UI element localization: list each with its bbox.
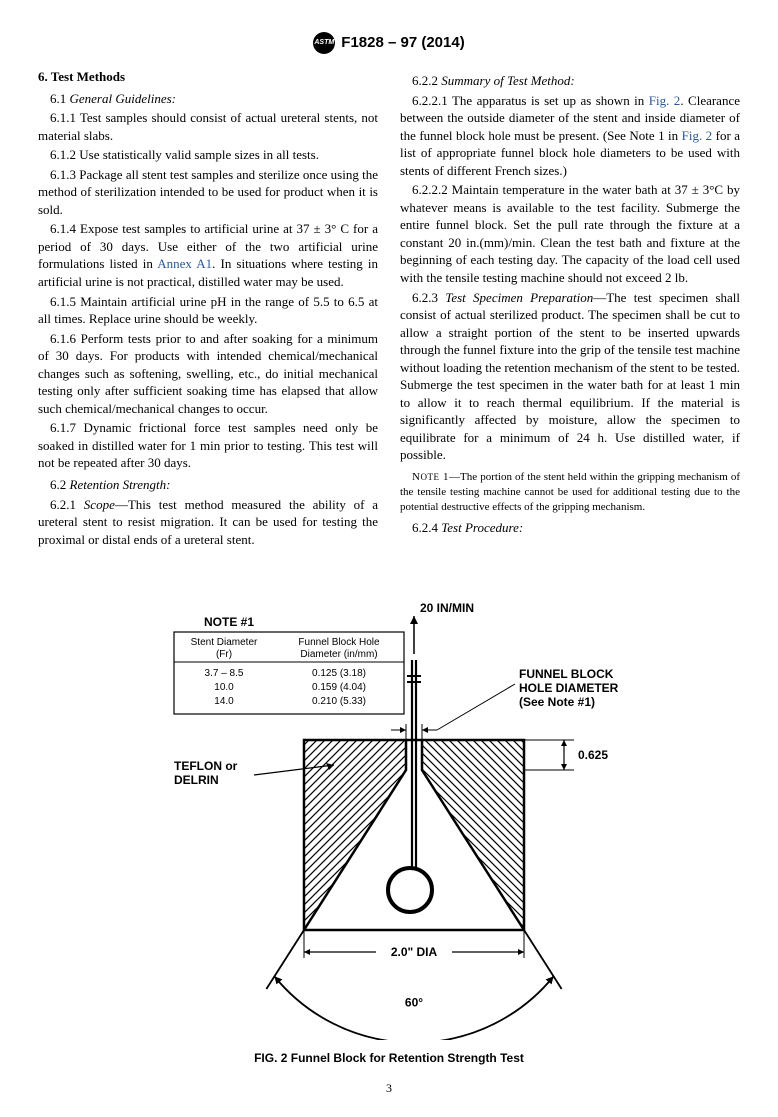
p617: 6.1.7 Dynamic frictional force test samp… <box>38 419 378 472</box>
svg-text:0.159 (4.04): 0.159 (4.04) <box>312 682 366 693</box>
designation: F1828 – 97 (2014) <box>341 33 464 53</box>
right-column: 6.2.2 Summary of Test Method: 6.2.2.1 Th… <box>400 68 740 550</box>
note1: NOTE 1—The portion of the stent held wit… <box>400 470 740 515</box>
fig2-link-2[interactable]: Fig. 2 <box>682 128 713 143</box>
svg-text:0.125 (3.18): 0.125 (3.18) <box>312 668 366 679</box>
svg-text:2.0" DIA: 2.0" DIA <box>391 945 438 959</box>
p6222: 6.2.2.2 Maintain temperature in the wate… <box>400 181 740 286</box>
p623: 6.2.3 Test Specimen Preparation—The test… <box>400 289 740 464</box>
svg-text:0.625: 0.625 <box>578 748 608 762</box>
p621: 6.2.1 Scope—This test method measured th… <box>38 496 378 549</box>
svg-text:Stent Diameter: Stent Diameter <box>191 637 258 648</box>
figure-2: 20 IN/MIN NOTE #1 Stent Diameter(Fr) Funnel… <box>38 570 740 1066</box>
left-column: 6. Test Methods 6.1 General Guidelines: … <box>38 68 378 550</box>
p613: 6.1.3 Package all stent test samples and… <box>38 166 378 219</box>
p6221: 6.2.2.1 The apparatus is set up as shown… <box>400 92 740 180</box>
p614: 6.1.4 Expose test samples to artificial … <box>38 220 378 290</box>
s622-head: 6.2.2 Summary of Test Method: <box>400 72 740 90</box>
p624: 6.2.4 Test Procedure: <box>400 519 740 537</box>
svg-text:20 IN/MIN: 20 IN/MIN <box>420 601 474 615</box>
p611: 6.1.1 Test samples should consist of act… <box>38 109 378 144</box>
page-number: 3 <box>38 1080 740 1096</box>
svg-text:14.0: 14.0 <box>214 696 234 707</box>
p615: 6.1.5 Maintain artificial urine pH in th… <box>38 293 378 328</box>
s62-head: 6.2 Retention Strength: <box>38 476 378 494</box>
svg-text:10.0: 10.0 <box>214 682 234 693</box>
s61-head: 6.1 General Guidelines: <box>38 90 378 108</box>
svg-text:HOLE DIAMETER: HOLE DIAMETER <box>519 681 619 695</box>
svg-text:(See Note #1): (See Note #1) <box>519 695 595 709</box>
svg-text:3.7 – 8.5: 3.7 – 8.5 <box>205 668 244 679</box>
svg-text:Funnel Block Hole: Funnel Block Hole <box>298 637 380 648</box>
svg-text:TEFLON or: TEFLON or <box>174 759 238 773</box>
section-6-title: 6. Test Methods <box>38 68 378 86</box>
p612: 6.1.2 Use statistically valid sample siz… <box>38 146 378 164</box>
svg-text:DELRIN: DELRIN <box>174 773 219 787</box>
p616: 6.1.6 Perform tests prior to and after s… <box>38 330 378 418</box>
svg-text:Diameter (in/mm): Diameter (in/mm) <box>300 649 377 660</box>
svg-text:FUNNEL BLOCK: FUNNEL BLOCK <box>519 667 614 681</box>
svg-text:NOTE #1: NOTE #1 <box>204 615 254 629</box>
annex-a1-link[interactable]: Annex A1 <box>157 256 212 271</box>
svg-text:(Fr): (Fr) <box>216 649 232 660</box>
svg-text:0.210 (5.33): 0.210 (5.33) <box>312 696 366 707</box>
figure-2-svg: 20 IN/MIN NOTE #1 Stent Diameter(Fr) Funnel… <box>79 570 699 1040</box>
two-column-body: 6. Test Methods 6.1 General Guidelines: … <box>38 68 740 550</box>
astm-logo-icon: ASTM <box>313 32 335 54</box>
fig2-link-1[interactable]: Fig. 2 <box>649 93 681 108</box>
figure-2-caption: FIG. 2 Funnel Block for Retention Streng… <box>38 1050 740 1066</box>
doc-header: ASTM F1828 – 97 (2014) <box>38 30 740 54</box>
svg-text:60°: 60° <box>405 996 423 1010</box>
